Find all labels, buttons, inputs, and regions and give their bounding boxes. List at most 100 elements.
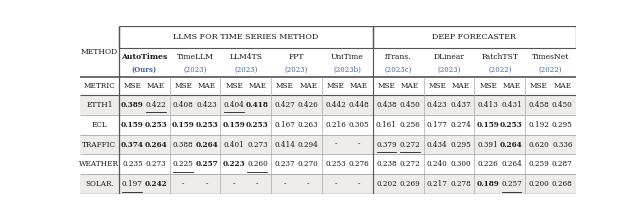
Text: WEATHER: WEATHER xyxy=(79,160,119,168)
Text: 0.273: 0.273 xyxy=(145,160,166,168)
Text: (Ours): (Ours) xyxy=(132,65,157,73)
Text: 0.159: 0.159 xyxy=(172,121,195,129)
Text: 0.278: 0.278 xyxy=(451,180,471,188)
Text: (2023): (2023) xyxy=(183,65,207,73)
Text: 0.257: 0.257 xyxy=(195,160,218,168)
Text: METRIC: METRIC xyxy=(83,82,115,90)
Bar xyxy=(80,174,576,194)
Text: 0.388: 0.388 xyxy=(173,141,193,148)
Text: DEEP FORECASTER: DEEP FORECASTER xyxy=(433,33,516,41)
Text: (2022): (2022) xyxy=(539,65,563,73)
Text: 0.427: 0.427 xyxy=(275,101,295,109)
Text: 0.273: 0.273 xyxy=(247,141,268,148)
Text: iTrans.: iTrans. xyxy=(385,53,412,61)
Text: -: - xyxy=(284,180,286,188)
Text: 0.422: 0.422 xyxy=(145,101,166,109)
Text: -: - xyxy=(307,180,310,188)
Text: 0.274: 0.274 xyxy=(451,121,471,129)
Text: 0.295: 0.295 xyxy=(552,121,573,129)
Text: 0.401: 0.401 xyxy=(223,141,244,148)
Text: -: - xyxy=(335,141,337,148)
Text: MSE: MSE xyxy=(276,82,294,90)
Text: MSE: MSE xyxy=(530,82,548,90)
Text: 0.253: 0.253 xyxy=(195,121,218,129)
Text: 0.404: 0.404 xyxy=(223,101,244,109)
Text: 0.238: 0.238 xyxy=(376,160,397,168)
Text: AutoTimes: AutoTimes xyxy=(121,53,167,61)
Text: 0.391: 0.391 xyxy=(477,141,499,148)
Text: 0.450: 0.450 xyxy=(399,101,420,109)
Text: 0.159: 0.159 xyxy=(477,121,499,129)
Text: UniTime: UniTime xyxy=(331,53,364,61)
Text: 0.263: 0.263 xyxy=(298,121,319,129)
Text: TRAFFIC: TRAFFIC xyxy=(83,141,116,148)
Text: SOLAR.: SOLAR. xyxy=(85,180,114,188)
Text: MAE: MAE xyxy=(401,82,419,90)
Text: 0.253: 0.253 xyxy=(246,121,269,129)
Text: -: - xyxy=(233,180,236,188)
Text: 0.200: 0.200 xyxy=(529,180,549,188)
Text: 0.225: 0.225 xyxy=(173,160,193,168)
Text: 0.413: 0.413 xyxy=(477,101,499,109)
Text: 0.256: 0.256 xyxy=(399,121,420,129)
Text: 0.260: 0.260 xyxy=(247,160,268,168)
Text: 0.450: 0.450 xyxy=(552,101,573,109)
Text: 0.242: 0.242 xyxy=(145,180,167,188)
Text: METHOD: METHOD xyxy=(81,48,118,56)
Text: 0.167: 0.167 xyxy=(275,121,295,129)
Text: 0.217: 0.217 xyxy=(427,180,448,188)
Text: 0.442: 0.442 xyxy=(325,101,346,109)
Text: MSE: MSE xyxy=(326,82,344,90)
Text: TimeLLM: TimeLLM xyxy=(177,53,213,61)
Text: FPT: FPT xyxy=(289,53,304,61)
Bar xyxy=(80,135,576,154)
Text: 0.192: 0.192 xyxy=(529,121,549,129)
Text: MAE: MAE xyxy=(452,82,470,90)
Text: 0.259: 0.259 xyxy=(529,160,549,168)
Text: -: - xyxy=(358,141,360,148)
Bar xyxy=(80,95,576,115)
Text: 0.197: 0.197 xyxy=(122,180,143,188)
Text: 0.295: 0.295 xyxy=(451,141,471,148)
Text: (2023): (2023) xyxy=(234,65,257,73)
Text: 0.159: 0.159 xyxy=(121,121,144,129)
Text: 0.418: 0.418 xyxy=(246,101,269,109)
Text: (2023b): (2023b) xyxy=(333,65,362,73)
Text: MAE: MAE xyxy=(350,82,368,90)
Text: MAE: MAE xyxy=(198,82,216,90)
Text: 0.161: 0.161 xyxy=(376,121,397,129)
Text: 0.202: 0.202 xyxy=(376,180,397,188)
Text: MAE: MAE xyxy=(248,82,266,90)
Text: 0.237: 0.237 xyxy=(275,160,295,168)
Text: 0.458: 0.458 xyxy=(529,101,549,109)
Text: 0.253: 0.253 xyxy=(145,121,167,129)
Text: 0.426: 0.426 xyxy=(298,101,319,109)
Text: 0.287: 0.287 xyxy=(552,160,573,168)
Text: 0.434: 0.434 xyxy=(427,141,447,148)
Text: MAE: MAE xyxy=(502,82,520,90)
Text: MSE: MSE xyxy=(225,82,243,90)
Text: 0.272: 0.272 xyxy=(399,141,420,148)
Text: PatchTST: PatchTST xyxy=(481,53,518,61)
Text: 0.240: 0.240 xyxy=(427,160,447,168)
Text: 0.374: 0.374 xyxy=(121,141,144,148)
Text: DLinear: DLinear xyxy=(433,53,465,61)
Bar xyxy=(80,154,576,174)
Text: MAE: MAE xyxy=(147,82,165,90)
Text: 0.189: 0.189 xyxy=(477,180,499,188)
Text: -: - xyxy=(335,180,337,188)
Text: 0.437: 0.437 xyxy=(451,101,471,109)
Text: 0.264: 0.264 xyxy=(195,141,218,148)
Text: 0.216: 0.216 xyxy=(325,121,346,129)
Bar xyxy=(80,115,576,135)
Text: MSE: MSE xyxy=(479,82,497,90)
Text: 0.305: 0.305 xyxy=(349,121,369,129)
Text: 0.389: 0.389 xyxy=(121,101,144,109)
Text: LLMS FOR TIME SERIES METHOD: LLMS FOR TIME SERIES METHOD xyxy=(173,33,319,41)
Text: 0.294: 0.294 xyxy=(298,141,319,148)
Text: (2022): (2022) xyxy=(488,65,511,73)
Text: (2023c): (2023c) xyxy=(385,65,412,73)
Text: 0.270: 0.270 xyxy=(298,160,319,168)
Text: 0.257: 0.257 xyxy=(501,180,522,188)
Text: 0.159: 0.159 xyxy=(223,121,245,129)
